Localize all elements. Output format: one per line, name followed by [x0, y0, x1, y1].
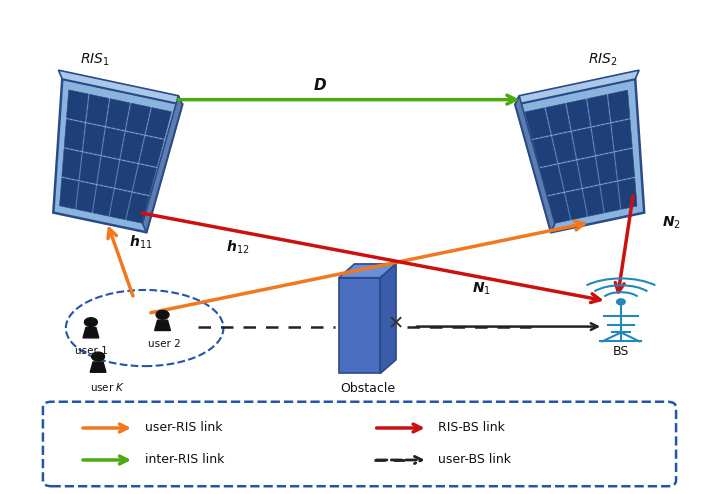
Polygon shape [525, 108, 551, 139]
Polygon shape [106, 99, 130, 130]
Polygon shape [80, 153, 101, 184]
Polygon shape [546, 103, 570, 135]
Polygon shape [60, 178, 78, 209]
Polygon shape [101, 127, 124, 159]
Circle shape [84, 318, 97, 327]
Polygon shape [67, 90, 88, 122]
Polygon shape [540, 165, 564, 195]
Circle shape [156, 310, 169, 319]
Text: Obstacle: Obstacle [340, 382, 395, 395]
Polygon shape [608, 90, 630, 122]
FancyBboxPatch shape [43, 402, 676, 486]
Polygon shape [58, 70, 182, 105]
Polygon shape [115, 161, 138, 191]
Polygon shape [596, 153, 617, 184]
Text: user 2: user 2 [148, 339, 181, 349]
Polygon shape [64, 119, 85, 151]
Polygon shape [583, 186, 604, 216]
Text: user 1: user 1 [75, 346, 108, 356]
Polygon shape [83, 328, 99, 338]
Text: inter-RIS link: inter-RIS link [145, 453, 224, 466]
Polygon shape [76, 182, 96, 212]
Polygon shape [142, 96, 182, 232]
Polygon shape [146, 108, 171, 139]
Polygon shape [126, 103, 151, 134]
Polygon shape [93, 185, 114, 216]
Polygon shape [86, 94, 109, 126]
Circle shape [617, 299, 626, 305]
Polygon shape [133, 165, 157, 195]
Polygon shape [547, 193, 570, 223]
Polygon shape [552, 132, 576, 163]
Polygon shape [83, 124, 105, 155]
Polygon shape [516, 79, 644, 232]
Polygon shape [532, 136, 557, 167]
Polygon shape [567, 99, 590, 130]
Text: ✕: ✕ [387, 315, 403, 333]
Polygon shape [127, 193, 149, 223]
Polygon shape [339, 264, 396, 278]
Text: BS: BS [613, 345, 629, 358]
Polygon shape [516, 70, 639, 105]
Polygon shape [155, 320, 170, 330]
Polygon shape [572, 128, 595, 159]
Polygon shape [577, 157, 599, 188]
Polygon shape [516, 96, 555, 232]
Polygon shape [600, 182, 620, 213]
Text: $\boldsymbol{N}_2$: $\boldsymbol{N}_2$ [662, 214, 681, 231]
Polygon shape [139, 136, 164, 167]
Polygon shape [339, 278, 380, 373]
Polygon shape [592, 124, 613, 155]
Polygon shape [121, 132, 145, 163]
Polygon shape [62, 149, 82, 180]
Text: user-RIS link: user-RIS link [145, 421, 222, 435]
Polygon shape [559, 161, 582, 192]
Polygon shape [618, 178, 637, 209]
Text: $\boldsymbol{h}_{11}$: $\boldsymbol{h}_{11}$ [129, 233, 152, 251]
Text: $\boldsymbol{D}$: $\boldsymbol{D}$ [313, 77, 327, 93]
Polygon shape [90, 362, 106, 372]
Text: RIS-BS link: RIS-BS link [439, 421, 505, 435]
Polygon shape [380, 264, 396, 373]
Text: $\mathit{RIS}_1$: $\mathit{RIS}_1$ [81, 51, 110, 68]
Text: user $K$: user $K$ [90, 380, 125, 393]
Polygon shape [53, 79, 182, 232]
Text: $\boldsymbol{N}_1$: $\boldsymbol{N}_1$ [472, 281, 491, 297]
Polygon shape [109, 189, 132, 220]
Polygon shape [611, 120, 632, 151]
Text: user-BS link: user-BS link [439, 453, 511, 466]
Circle shape [91, 352, 104, 361]
Polygon shape [565, 189, 587, 220]
Text: $\boldsymbol{h}_{12}$: $\boldsymbol{h}_{12}$ [226, 238, 249, 256]
Polygon shape [615, 149, 635, 180]
Text: $\mathit{RIS}_2$: $\mathit{RIS}_2$ [587, 51, 618, 68]
Polygon shape [587, 94, 610, 126]
Polygon shape [97, 157, 119, 188]
